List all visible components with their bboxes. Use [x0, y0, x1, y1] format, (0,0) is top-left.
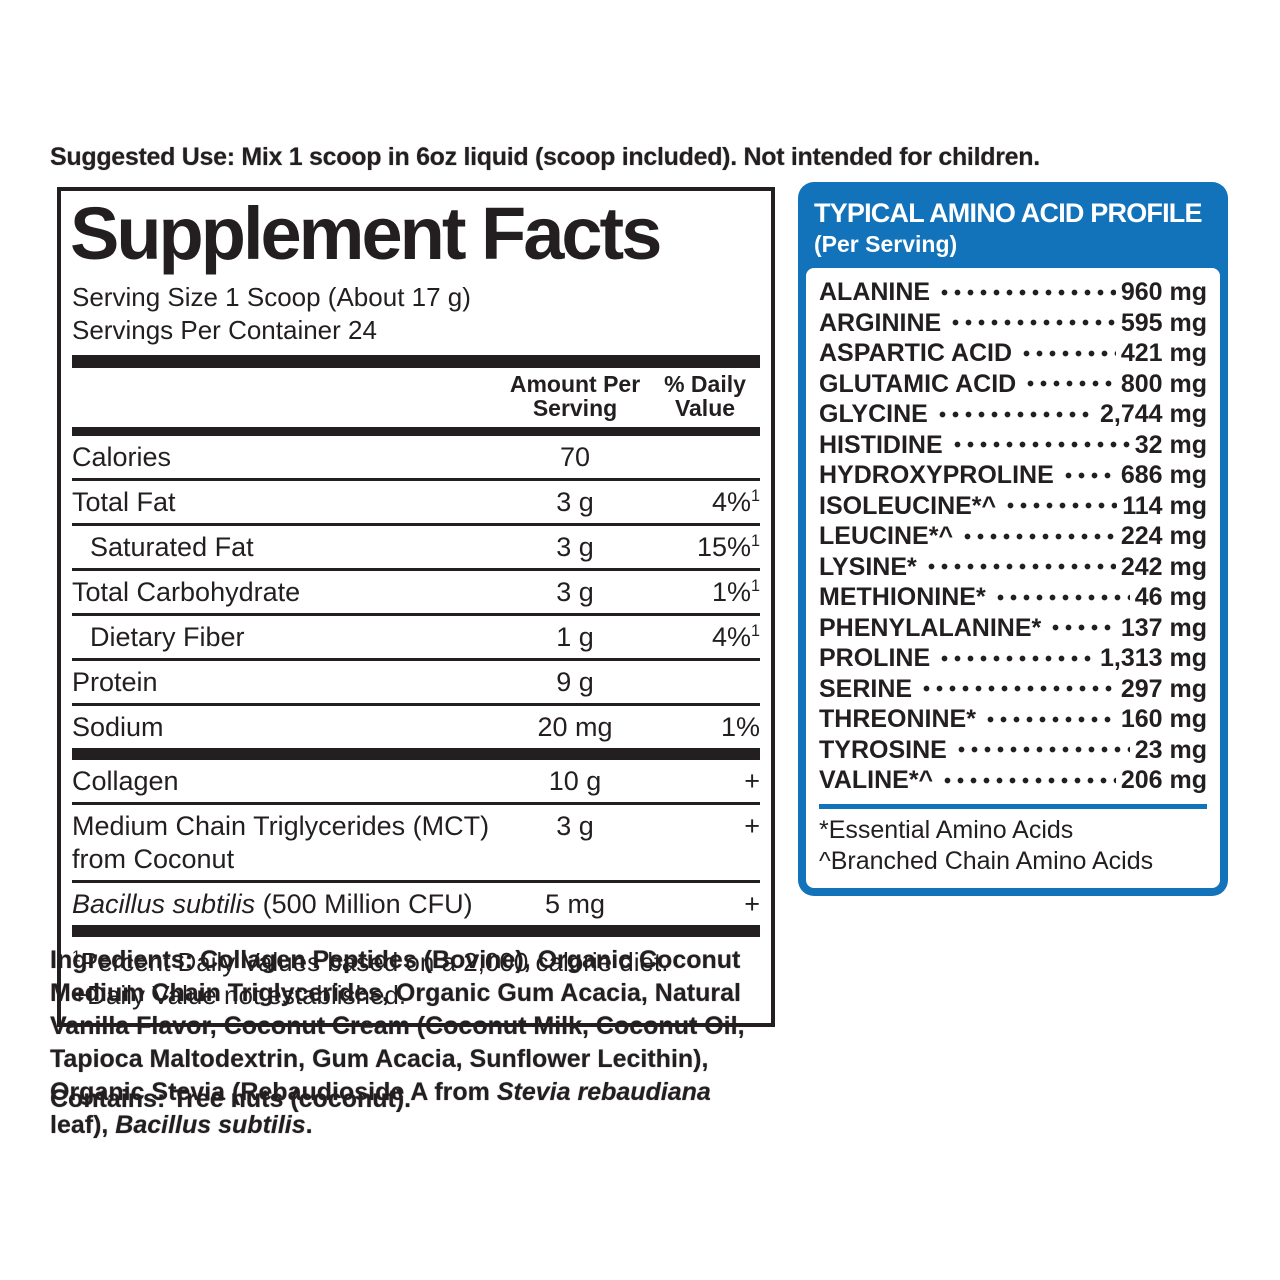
amino-row: VALINE*^ 206 mg: [819, 765, 1207, 796]
amino-row: GLYCINE 2,744 mg: [819, 399, 1207, 430]
dot-leader: [1004, 490, 1118, 522]
contains-text: Contains: Tree nuts (coconut).: [50, 1085, 412, 1113]
dot-leader: [1024, 368, 1116, 400]
dot-leader: [961, 521, 1116, 552]
amino-row: TYROSINE 23 mg: [819, 734, 1207, 766]
dot-leader: [1061, 460, 1116, 491]
amino-panel-subtitle: (Per Serving): [814, 231, 958, 258]
branched-chain-footnote: ^Branched Chain Amino Acids: [819, 847, 1154, 876]
dot-leader: [954, 734, 1130, 766]
dot-leader: [1020, 338, 1116, 369]
separator-bar: [72, 354, 760, 368]
amino-row: ALANINE 960 mg: [819, 277, 1207, 308]
blue-divider: [819, 803, 1207, 809]
amino-row: THREONINE* 160 mg: [819, 704, 1207, 735]
supplement-facts-panel: Supplement Facts Serving Size 1 Scoop (A…: [57, 187, 775, 1028]
facts-footnotes: 1Percent Daily Values based on a 2,000 c…: [72, 946, 760, 1014]
amino-row: LYSINE* 242 mg: [819, 551, 1207, 583]
supplement-facts-title: Supplement Facts: [70, 192, 662, 275]
dot-leader: [920, 673, 1116, 705]
suggested-use-text: Suggested Use: Mix 1 scoop in 6oz liquid…: [50, 143, 1040, 171]
daily-value-footnote: 1Percent Daily Values based on a 2,000 c…: [72, 946, 669, 977]
dot-leader: [1049, 612, 1116, 644]
amino-row: ISOLEUCINE*^ 114 mg: [819, 490, 1207, 522]
facts-row-protein: Protein 9 g: [72, 661, 760, 706]
facts-row-sodium: Sodium 20 mg 1%: [72, 711, 760, 742]
dot-leader: [941, 765, 1116, 796]
facts-column-headers: Amount Per Serving % Daily Value: [72, 368, 760, 437]
amino-row: METHIONINE* 46 mg: [819, 582, 1207, 613]
column-header-amount: Amount Per Serving: [509, 370, 641, 422]
amino-row: HISTIDINE 32 mg: [819, 429, 1207, 461]
facts-row-bacillus-subtilis: Bacillus subtilis (500 Million CFU) 5 mg…: [72, 888, 760, 919]
dot-leader: [983, 704, 1116, 735]
dot-leader: [938, 277, 1116, 308]
dot-leader: [949, 307, 1116, 339]
serving-size: Serving Size 1 Scoop (About 17 g): [72, 282, 471, 312]
dot-leader: [924, 551, 1116, 583]
plus-footnote: +Daily Value not established.: [72, 980, 407, 1011]
amino-row: GLUTAMIC ACID 800 mg: [819, 368, 1207, 400]
dot-leader: [993, 582, 1130, 613]
amino-panel-body: ALANINE 960 mg ARGININE 595 mg ASPARTIC AC…: [806, 268, 1220, 888]
amino-row: PROLINE 1,313 mg: [819, 643, 1207, 674]
facts-row-collagen: Collagen 10 g +: [72, 760, 760, 805]
essential-amino-footnote: *Essential Amino Acids: [819, 815, 1074, 844]
dot-leader: [938, 643, 1095, 674]
servings-per-container: Servings Per Container 24: [72, 315, 377, 346]
separator-bar: [72, 924, 760, 937]
amino-panel-title: TYPICAL AMINO ACID PROFILE: [814, 198, 1203, 228]
facts-row-total-fat: Total Fat 3 g 4%1: [72, 481, 760, 527]
amino-row: ARGININE 595 mg: [819, 307, 1207, 339]
ingredients-label: Ingredients:: [50, 946, 194, 974]
ingredients-text: Ingredients: Collagen Peptides (Bovine),…: [50, 946, 745, 1139]
facts-row-dietary-fiber: Dietary Fiber 1 g 4%1: [72, 616, 760, 661]
facts-row-calories: Calories 70: [72, 436, 760, 482]
amino-acid-panel: TYPICAL AMINO ACID PROFILE (Per Serving)…: [798, 182, 1228, 896]
dot-leader: [950, 429, 1130, 461]
separator-bar: [72, 747, 760, 760]
dot-leader: [935, 399, 1095, 430]
amino-panel-header: TYPICAL AMINO ACID PROFILE (Per Serving): [806, 190, 1220, 268]
facts-row-total-carbohydrate: Total Carbohydrate 3 g 1%1: [72, 571, 760, 616]
amino-row: ASPARTIC ACID 421 mg: [819, 338, 1207, 369]
facts-row-mct: Medium Chain Triglycerides (MCT) from Co…: [72, 805, 760, 883]
contains-label: Contains:: [50, 1085, 166, 1113]
amino-row: HYDROXYPROLINE 686 mg: [819, 460, 1207, 491]
column-header-daily-value: % Daily Value: [664, 370, 746, 422]
amino-row: LEUCINE*^ 224 mg: [819, 521, 1207, 552]
amino-row: PHENYLALANINE* 137 mg: [819, 612, 1207, 644]
facts-row-saturated-fat: Saturated Fat 3 g 15%1: [72, 526, 760, 571]
amino-row: SERINE 297 mg: [819, 673, 1207, 705]
